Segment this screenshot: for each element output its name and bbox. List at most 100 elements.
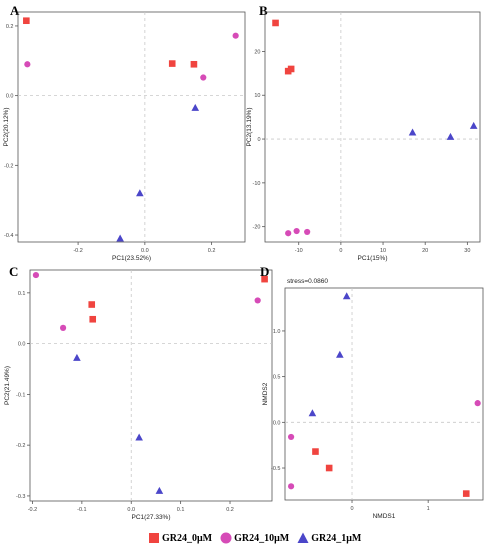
panel-d-point-gr24-10 [287,433,295,441]
panel-d-ytick-label: 0.0 [273,420,281,426]
panel-a-point-gr24-10 [200,74,207,81]
panel-d-letter: D [260,264,269,279]
panel-d-title: stress=0.0860 [287,278,328,285]
panel-b-point-gr24-10 [285,230,292,237]
panel-a-ytick-label: -0.4 [4,233,13,239]
panel-a-chart: A -0.2 0.0 0.2 0.2 0.0 -0.2 -0.4 PC1(23.52%) PC2(… [3,3,246,262]
panel-b-chart: B -10 0 10 20 30 20 10 0 -10 -20 PC1(15%) PC2(13.19%… [246,3,481,262]
panel-c-ytick-label: 0.1 [18,291,26,297]
panel-c-point-gr24-10 [59,324,67,331]
legend-label-gr24-0: GR24_0μM [162,532,213,544]
panel-c-ytick-label: -0.2 [16,443,25,449]
square-marker-icon [149,533,159,543]
panel-a-frame [17,11,246,243]
panel-c-frame [29,269,273,502]
panel-c-xtick-label: 0.0 [127,507,135,513]
panel-b-point-gr24-1 [469,121,478,129]
panel-a-letter: A [10,3,20,18]
panel-b-point-gr24-0 [272,19,279,27]
panel-d-point-gr24-1 [308,409,317,417]
panel-d-point-gr24-1 [342,292,351,300]
panel-b-xlabel: PC1(15%) [358,255,388,262]
panel-c-point-gr24-0 [89,315,97,323]
panel-a-point-gr24-0 [168,60,176,67]
panel-b-ytick-label: -10 [253,181,261,187]
panel-b-xtick-label: 0 [339,248,342,254]
panel-b-ylabel: PC2(13.19%) [246,107,253,146]
panel-c-chart: C -0.2 -0.1 0.0 0.1 0.2 0.1 0.0 -0.1 -0.2 -0.3 PC1(… [4,264,273,521]
panel-d-xtick-label: 0 [350,506,353,512]
panel-d-chart: D 0 1 1.0 0.5 0.0 -0.5 NMDS1 NMDS2 stress=0.0860 [260,264,484,520]
panel-b-xtick-label: 20 [422,248,428,254]
panel-a-point-gr24-1 [191,103,200,111]
panel-d-point-gr24-0 [312,448,319,455]
panel-b-xtick-label: 30 [464,248,470,254]
panel-b-point-gr24-10 [304,228,311,236]
panel-d-ytick-label: 1.0 [273,329,281,335]
panel-a-point-gr24-0 [23,17,30,25]
panel-d-xlabel: NMDS1 [373,513,396,520]
panel-c-point-gr24-1 [73,353,81,361]
panel-c-ytick-label: -0.1 [16,392,25,398]
panel-a-point-gr24-10 [232,32,239,39]
panel-a-point-gr24-0 [190,60,198,68]
legend-label-gr24-10: GR24_10μM [234,532,290,544]
panel-a-point-gr24-10 [24,61,31,68]
panel-c-ylabel: PC2(21.49%) [4,366,11,405]
panel-b-point-gr24-0 [287,65,295,73]
panel-d-frame [284,287,484,501]
panel-c-xlabel: PC1(27.33%) [131,514,170,521]
panel-a-xlabel: PC1(23.52%) [112,255,151,262]
legend: GR24_0μM GR24_10μM GR24_1μM [148,527,365,549]
panel-c-point-gr24-1 [155,486,164,494]
panel-c-point-gr24-0 [261,275,268,283]
panel-b-xtick-label: -10 [295,248,303,254]
panel-d-ytick-label: -0.5 [271,466,280,472]
panel-c-xtick-label: 0.2 [226,507,234,513]
legend-item-gr24-1: GR24_1μM [297,532,361,544]
panel-d-point-gr24-0 [462,490,470,497]
panel-c-ytick-label: 0.0 [18,342,26,348]
panel-c-xtick-label: -0.1 [77,507,86,513]
panel-b-xtick-label: 10 [380,248,386,254]
panel-d-point-gr24-1 [336,350,344,358]
panel-c-point-gr24-1 [135,433,143,441]
panel-c-point-gr24-10 [254,297,261,304]
legend-item-gr24-0: GR24_0μM [148,532,212,544]
panel-d-point-gr24-10 [287,483,295,490]
panel-b-point-gr24-1 [446,132,455,140]
panel-a-ytick-label: -0.2 [4,163,13,169]
panel-d-xtick-label: 1 [427,506,430,512]
panel-a-ytick-label: 0.2 [6,24,14,30]
panel-c-xtick-label: 0.1 [177,507,185,513]
panel-a-point-gr24-1 [136,189,144,197]
legend-label-gr24-1: GR24_1μM [311,532,362,544]
panel-b-letter: B [259,3,268,18]
panel-b-point-gr24-1 [408,128,417,136]
panel-a-xtick-label: 0.2 [208,248,216,254]
panel-a-point-gr24-1 [116,234,124,242]
panel-b-ytick-label: 10 [254,93,260,99]
triangle-marker-icon [297,532,309,543]
legend-item-gr24-10: GR24_10μM [220,532,289,544]
panel-d-ytick-label: 0.5 [273,375,281,381]
panel-c-letter: C [9,264,18,279]
panel-a-ytick-label: 0.0 [6,94,14,100]
panel-b-point-gr24-10 [293,227,300,235]
panel-c-point-gr24-10 [32,271,40,279]
panel-d-point-gr24-0 [325,464,333,472]
panel-c-ytick-label: -0.3 [16,494,25,500]
panel-b-ytick-label: 20 [254,49,260,55]
panel-b-ytick-label: 0 [257,137,260,143]
panel-d-point-gr24-10 [474,400,481,407]
panel-a-xtick-label: 0.0 [141,248,149,254]
panel-c-point-gr24-0 [88,301,96,308]
circle-marker-icon [220,532,232,544]
panel-b-ytick-label: -20 [253,225,261,231]
panel-a-xtick-label: -0.2 [73,248,82,254]
panel-a-ylabel: PC2(20.12%) [3,107,10,146]
panel-d-ylabel: NMDS2 [262,382,269,405]
panel-c-xtick-label: -0.2 [28,507,37,513]
panel-b-frame [264,11,481,243]
